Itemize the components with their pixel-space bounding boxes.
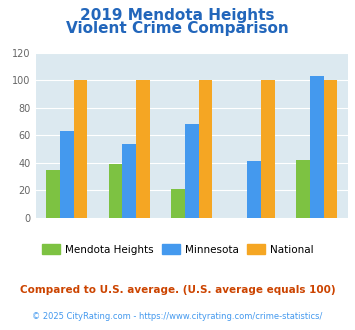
Bar xyxy=(198,80,212,218)
Bar xyxy=(171,189,185,218)
Bar xyxy=(109,164,122,218)
Legend: Mendota Heights, Minnesota, National: Mendota Heights, Minnesota, National xyxy=(38,240,317,259)
Text: 2019 Mendota Heights: 2019 Mendota Heights xyxy=(80,8,275,23)
Text: © 2025 CityRating.com - https://www.cityrating.com/crime-statistics/: © 2025 CityRating.com - https://www.city… xyxy=(32,312,323,321)
Bar xyxy=(323,80,337,218)
Bar xyxy=(60,131,73,218)
Bar xyxy=(185,124,198,218)
Bar xyxy=(73,80,87,218)
Bar xyxy=(261,80,275,218)
Bar xyxy=(296,160,310,218)
Bar xyxy=(136,80,150,218)
Text: Violent Crime Comparison: Violent Crime Comparison xyxy=(66,21,289,36)
Text: Compared to U.S. average. (U.S. average equals 100): Compared to U.S. average. (U.S. average … xyxy=(20,285,335,295)
Bar xyxy=(46,170,60,218)
Bar xyxy=(310,76,323,218)
Bar xyxy=(247,161,261,218)
Bar xyxy=(122,144,136,218)
